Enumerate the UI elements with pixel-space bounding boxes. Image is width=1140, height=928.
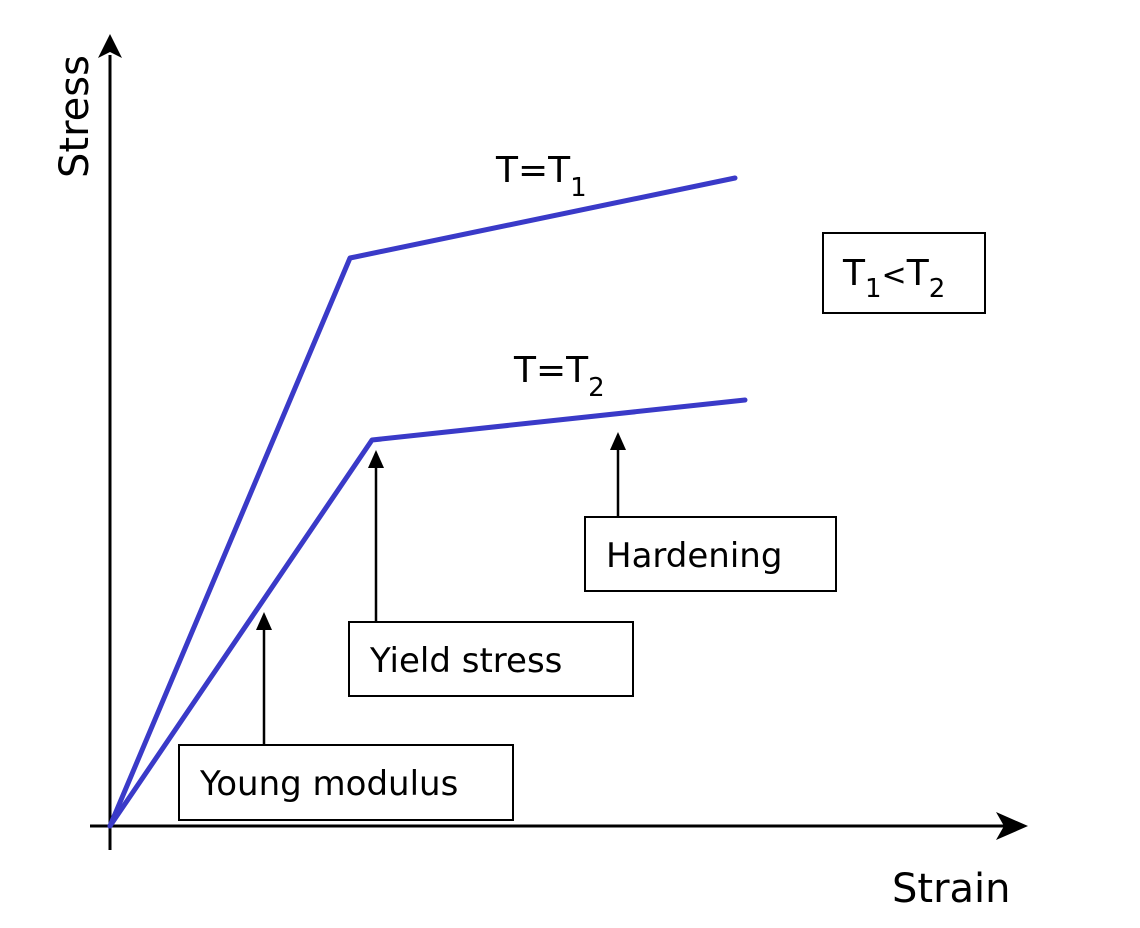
- young-modulus-label: Young modulus: [199, 764, 458, 804]
- curve-t1-label-main: T=T: [495, 150, 571, 191]
- young-arrowhead: [256, 612, 272, 630]
- condition-sub1: 1: [865, 274, 882, 304]
- curve-t2-label-main: T=T: [513, 350, 589, 391]
- yield-stress-label: Yield stress: [369, 641, 562, 681]
- condition-box: [822, 232, 986, 314]
- condition-t1: T: [842, 253, 866, 294]
- young-modulus-box: [178, 744, 514, 821]
- curve-t1-label: T=T1: [495, 150, 587, 203]
- curve-t1-label-sub: 1: [570, 173, 587, 203]
- yield-stress-box: [348, 621, 634, 697]
- curve-t2: [107, 397, 748, 829]
- curve-t1: [107, 175, 738, 829]
- condition-lt: <: [882, 258, 907, 293]
- y-axis-label: Stress: [52, 55, 98, 178]
- yield-arrowhead: [368, 450, 384, 468]
- condition-text: T1<T2: [842, 253, 945, 304]
- hardening-label: Hardening: [606, 536, 782, 576]
- condition-sub2: 2: [929, 274, 946, 304]
- curve-t2-label: T=T2: [513, 350, 605, 403]
- curve-t2-label-sub: 2: [588, 373, 605, 403]
- hardening-arrowhead: [610, 432, 626, 450]
- hardening-box: [584, 516, 837, 592]
- y-axis-arrowhead: [98, 34, 122, 58]
- condition-t2: T: [906, 253, 930, 294]
- x-axis-label: Strain: [892, 866, 1011, 912]
- x-axis-arrowhead: [996, 812, 1028, 840]
